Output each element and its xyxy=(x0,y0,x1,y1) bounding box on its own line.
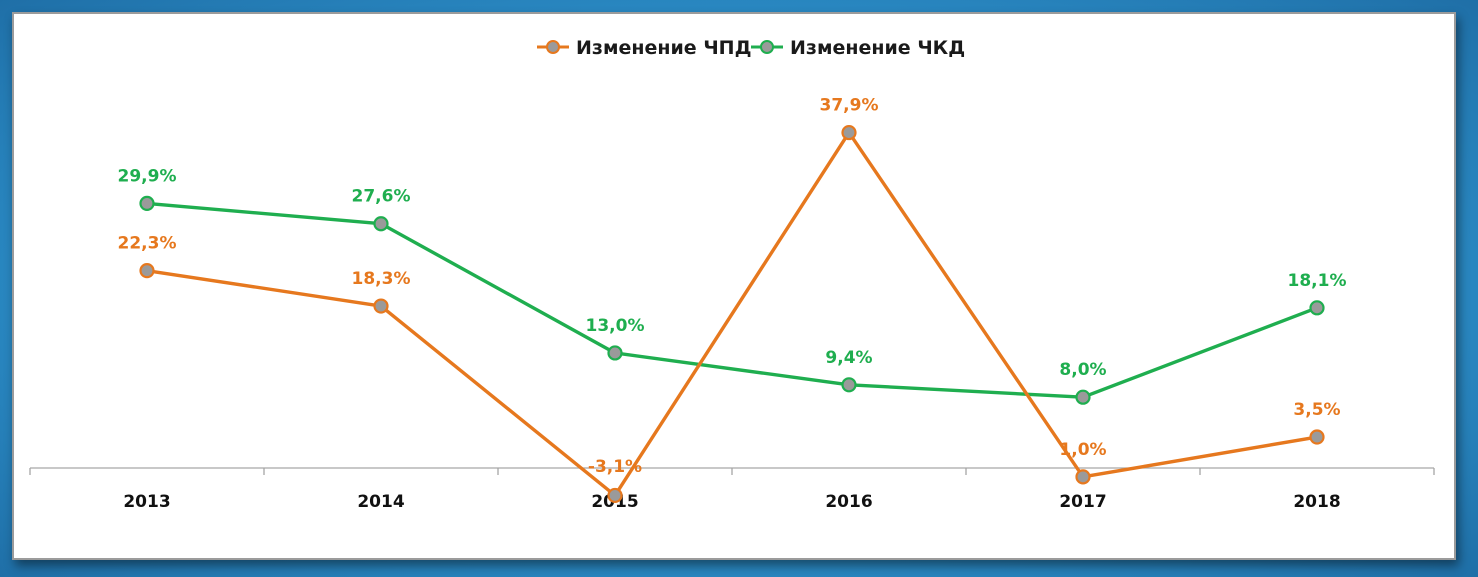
legend-item-1: Изменение ЧПД xyxy=(537,37,752,59)
legend-marker xyxy=(760,40,774,54)
legend-marker xyxy=(546,40,560,54)
legend: Изменение ЧПД Изменение ЧКД xyxy=(537,37,965,59)
data-point-1-2013 xyxy=(139,263,155,279)
data-point-2-2016 xyxy=(841,377,857,393)
series-line-2 xyxy=(146,201,1318,399)
data-label-1-2015: -3,1% xyxy=(588,457,642,477)
legend-label: Изменение ЧПД xyxy=(576,37,752,59)
data-label-1-2017: 1,0% xyxy=(1059,440,1106,460)
data-point-1-2017 xyxy=(1075,469,1091,485)
data-label-1-2018: 3,5% xyxy=(1293,400,1340,420)
data-point-2-2014 xyxy=(373,216,389,232)
data-point-2-2017 xyxy=(1075,389,1091,405)
data-label-2-2013: 29,9% xyxy=(118,166,177,186)
x-axis: 201320142015201620172018 xyxy=(29,467,1435,512)
data-point-1-2015 xyxy=(607,487,623,504)
data-label-1-2016: 37,9% xyxy=(820,96,879,116)
legend-item-2: Изменение ЧКД xyxy=(751,37,965,59)
data-label-1-2014: 18,3% xyxy=(352,269,411,289)
data-label-2-2016: 9,4% xyxy=(825,348,872,368)
data-label-1-2013: 22,3% xyxy=(118,234,177,254)
data-label-2-2017: 8,0% xyxy=(1059,360,1106,380)
data-point-1-2018 xyxy=(1309,429,1325,445)
series-group xyxy=(139,124,1325,504)
data-label-2-2018: 18,1% xyxy=(1288,271,1347,291)
data-point-2-2013 xyxy=(139,195,155,211)
data-point-1-2016 xyxy=(841,124,857,141)
x-tick-label-2014: 2014 xyxy=(357,492,404,512)
data-labels: 22,3% 18,3% -3,1% 37,9% 1,0% 3,5% 29,9% 27,6% 13… xyxy=(118,96,1347,477)
x-tick-label-2017: 2017 xyxy=(1059,492,1106,512)
x-tick-label-2013: 2013 xyxy=(123,492,170,512)
data-point-1-2014 xyxy=(373,298,389,314)
x-tick-label-2016: 2016 xyxy=(825,492,872,512)
series-line-1 xyxy=(146,130,1318,498)
data-point-2-2018 xyxy=(1309,300,1325,316)
legend-label: Изменение ЧКД xyxy=(790,37,965,59)
data-label-2-2015: 13,0% xyxy=(586,316,645,336)
data-point-2-2015 xyxy=(607,345,623,361)
x-tick-label-2018: 2018 xyxy=(1293,492,1340,512)
data-label-2-2014: 27,6% xyxy=(352,187,411,207)
